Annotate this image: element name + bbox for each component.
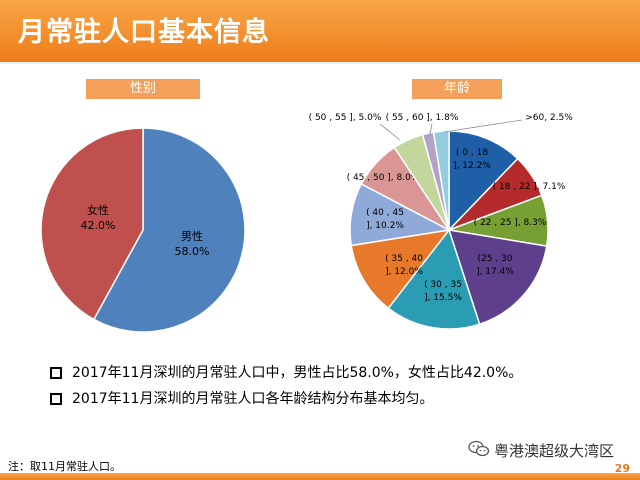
age-slice-label: >60, 2.5% xyxy=(525,113,573,123)
leader-line xyxy=(379,123,401,141)
bullet-text: 2017年11月深圳的月常驻人口中，男性占比58.0%，女性占比42.0%。 xyxy=(72,365,523,381)
age-slice-label: ( 50 , 55 ], 5.0% xyxy=(309,113,382,123)
watermark-text: 粤港澳超级大湾区 xyxy=(494,442,615,460)
age-slice-label: ( 35 , 40], 12.0% xyxy=(385,254,423,277)
age-slice-label: ( 40 , 45], 10.2% xyxy=(366,208,404,231)
page-title: 月常驻人口基本信息 xyxy=(18,17,270,48)
gender-slice xyxy=(92,127,246,333)
header-bar: 月常驻人口基本信息 xyxy=(0,0,640,64)
age-slice-label: ( 18 , 22 ], 7.1% xyxy=(493,182,566,192)
wechat-icon xyxy=(468,440,490,457)
leader-line xyxy=(443,119,523,133)
age-slice-label: ( 55 , 60 ], 1.8% xyxy=(386,113,459,123)
age-slice-label: ( 0 , 18], 12.2% xyxy=(453,148,491,171)
gender-slice-label: 女性 42.0% xyxy=(81,203,116,232)
gender-slice xyxy=(40,127,144,321)
age-slice-label: ( 22 , 25 ], 8.3% xyxy=(474,218,547,228)
footnote: 注：取11月常驻人口。 xyxy=(8,460,121,473)
gender-chart-label: 性别 xyxy=(86,79,200,99)
watermark: 粤港澳超级大湾区 xyxy=(468,439,638,461)
bullet-square-icon xyxy=(50,367,62,379)
age-slice xyxy=(350,228,451,310)
bullet-text: 2017年11月深圳的月常驻人口各年龄结构分布基本均匀。 xyxy=(72,391,434,407)
age-slice-label: ( 30 , 35], 15.5% xyxy=(424,280,462,303)
bullet-item: 2017年11月深圳的月常驻人口中，男性占比58.0%，女性占比42.0%。 xyxy=(50,360,630,386)
age-chart-label: 年龄 xyxy=(412,79,502,99)
age-slice-label: (25 , 30], 17.4% xyxy=(476,254,514,277)
age-slice xyxy=(387,228,481,330)
charts-canvas: 男性 58.0% 女性 42.0% ( 0 , 18], 12.2% ( 18 , 22 … xyxy=(40,113,573,333)
leader-line xyxy=(429,123,433,135)
age-slice-label: ( 45 , 50 ], 8.0% xyxy=(347,173,420,183)
age-slice xyxy=(447,229,548,326)
bullet-square-icon xyxy=(50,393,62,405)
bullet-list: 2017年11月深圳的月常驻人口中，男性占比58.0%，女性占比42.0%。 2… xyxy=(50,360,630,412)
bullet-item: 2017年11月深圳的月常驻人口各年龄结构分布基本均匀。 xyxy=(50,386,630,412)
footer-bar xyxy=(0,473,640,480)
gender-slice-label: 男性 58.0% xyxy=(175,229,210,258)
page-number: 29 xyxy=(614,462,630,475)
